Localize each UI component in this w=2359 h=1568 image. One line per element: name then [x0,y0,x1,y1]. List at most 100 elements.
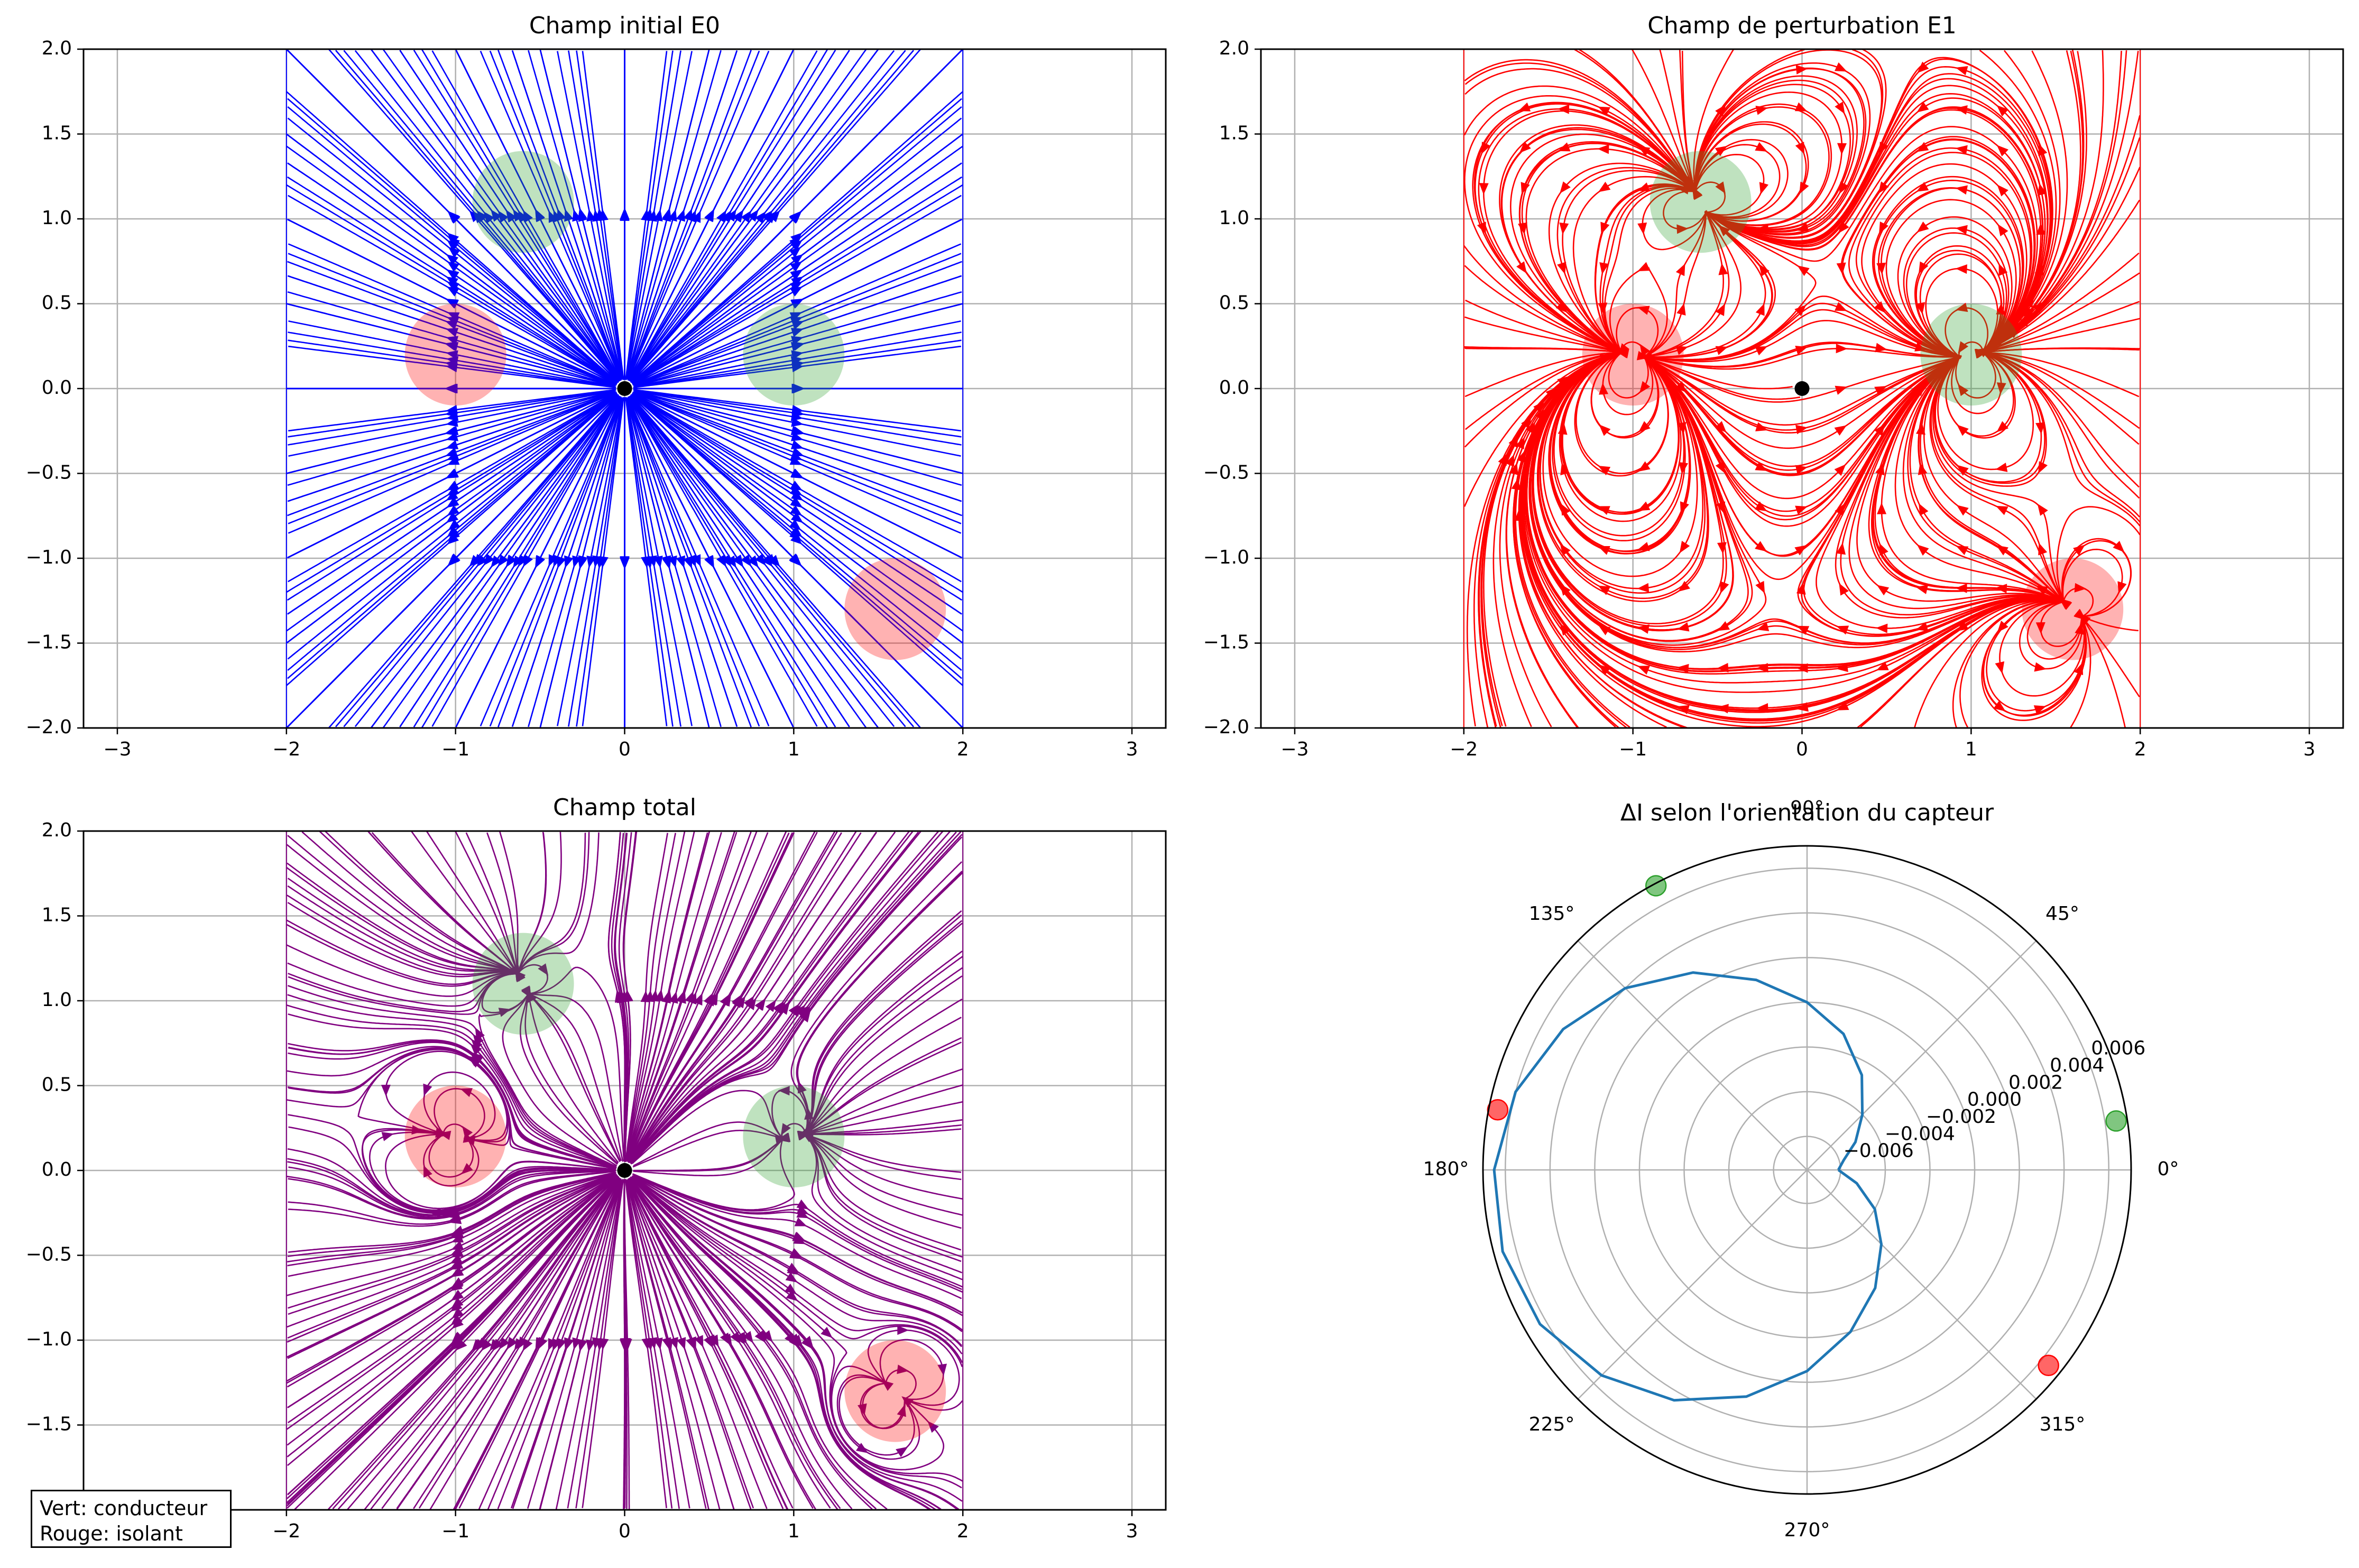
streamline-arrow [791,320,804,330]
x-tick-label: 0 [619,1520,631,1542]
y-tick-label: −0.5 [1203,462,1249,484]
streamline-arrow [1755,580,1765,594]
x-tick-label: −2 [272,739,300,760]
legend-conductor-label: Vert: conducteur [40,1497,208,1520]
streamline-arrow [476,210,488,223]
streamline-arrow [1955,105,1968,115]
x-tick-label: 3 [1126,739,1138,760]
r-tick-label: 0.002 [2008,1072,2063,1093]
x-tick-label: −1 [1619,739,1647,760]
streamline-arrow [518,210,528,223]
streamline-arrow [564,209,574,222]
streamline-arrow [446,497,459,508]
streamline-arrow [447,281,459,292]
streamline-arrow [460,1088,473,1097]
streamline-arrow [1836,701,1849,711]
y-tick-label: −1.5 [1203,632,1249,653]
streamline-arrow [777,1132,790,1142]
source-point [617,1163,632,1178]
streamline-arrow [726,209,736,222]
streamline-arrow [1679,540,1690,554]
streamline-arrow [1996,421,2008,432]
streamline-arrow [1915,622,1929,631]
y-tick-label: −0.5 [26,462,72,484]
streamline-arrow [778,1086,790,1096]
streamline-arrow [2074,583,2087,593]
streamline-arrow [586,1339,596,1352]
streamline-arrow [722,1333,732,1346]
streamline-arrow [937,1363,947,1376]
streamline-arrow [791,490,804,501]
chart-panel-1: −3 −2 −1 0 1 2 3 2.0 1.5 1.0 0.5 0.0 −0.5 −1.0 −1.5 −2.… [26,12,1167,760]
streamline-arrow [821,1326,833,1338]
theta-tick-label: 315° [2040,1414,2086,1435]
streamline-arrow [790,505,803,516]
streamline-arrow [1675,346,1689,355]
streamline-arrow [2037,183,2047,196]
streamline-arrow [1955,66,1968,76]
streamline-arrow [1715,181,1726,194]
chart-panel-4: 0° 45° 90° 135° 180° 225° 270° 315° −0.006−0.004… [1423,797,2179,1541]
streamline-arrow [423,1165,432,1178]
theta-tick-label: 270° [1784,1519,1830,1541]
streamline-arrow [790,533,803,545]
streamline-arrow [445,298,458,308]
r-tick-label: −0.002 [1926,1106,1996,1128]
streamline-arrow [790,270,803,280]
streamline-arrow [707,993,717,1006]
streamline-arrow [481,1339,492,1351]
streamline-arrow [1836,542,1846,555]
streamline-arrow [1637,542,1650,551]
streamline-arrow [1639,344,1651,356]
polar-frame [1482,845,2132,1495]
streamline-arrow [446,417,458,427]
theta-tick-label: 90° [1790,797,1824,819]
streamline-arrow [1877,502,1887,514]
streamline-arrow [789,456,803,465]
streamline-arrow [1996,145,2008,156]
x-tick-label: 3 [1126,1520,1138,1542]
streamline-arrow [897,1364,909,1375]
streamline-arrow [447,526,459,538]
conductor-disc [743,303,845,406]
streamline-arrow [790,485,803,496]
streamline-arrow [477,1338,489,1350]
chart-title: Champ de perturbation E1 [1647,12,1957,39]
streamline-arrow [1795,425,1808,435]
streamline-arrow [1637,182,1650,192]
streamline-arrow [704,209,714,223]
streamline-arrow [447,287,459,297]
streamline-arrow [786,1290,798,1302]
y-tick-label: 0.0 [1219,377,1249,399]
streamline-arrow [790,299,803,309]
streamline-arrow [1558,142,1571,152]
streamline-arrow [802,1337,814,1350]
streamline-arrow [2073,545,2085,556]
streamline-arrow [620,557,630,569]
streamline-arrow [1795,64,1808,75]
streamline-arrow [447,233,459,244]
streamline-arrow [1676,185,1689,195]
streamline-arrow [483,211,495,224]
streamline-arrow [505,209,517,222]
streamline-arrow [792,426,805,436]
streamline-arrow [676,555,685,568]
y-tick-label: 0.5 [1219,292,1249,314]
streamline-arrow [692,210,701,223]
streamline-arrow [1919,503,1929,516]
streamline-arrow [716,210,726,223]
streamline-arrow [1915,585,1928,594]
streamline-arrow [855,1443,869,1453]
chart-panel-2: −3 −2 −1 0 1 2 3 2.0 1.5 1.0 0.5 0.0 −0.5 −1.0 −1.5 −2.… [1203,12,2344,760]
streamline-arrow [1637,501,1651,511]
streamline-arrow [490,1339,501,1351]
streamline-arrow [447,481,459,491]
streamline-arrow [1637,146,1651,156]
streamline-arrow [2037,503,2048,516]
x-tick-label: 1 [788,1520,800,1542]
insulator-disc [844,1340,946,1442]
streamline-arrow [538,1336,548,1350]
y-tick-label: 2.0 [42,38,72,59]
y-tick-label: 1.0 [1219,207,1249,229]
streamline-arrow [1676,224,1689,234]
